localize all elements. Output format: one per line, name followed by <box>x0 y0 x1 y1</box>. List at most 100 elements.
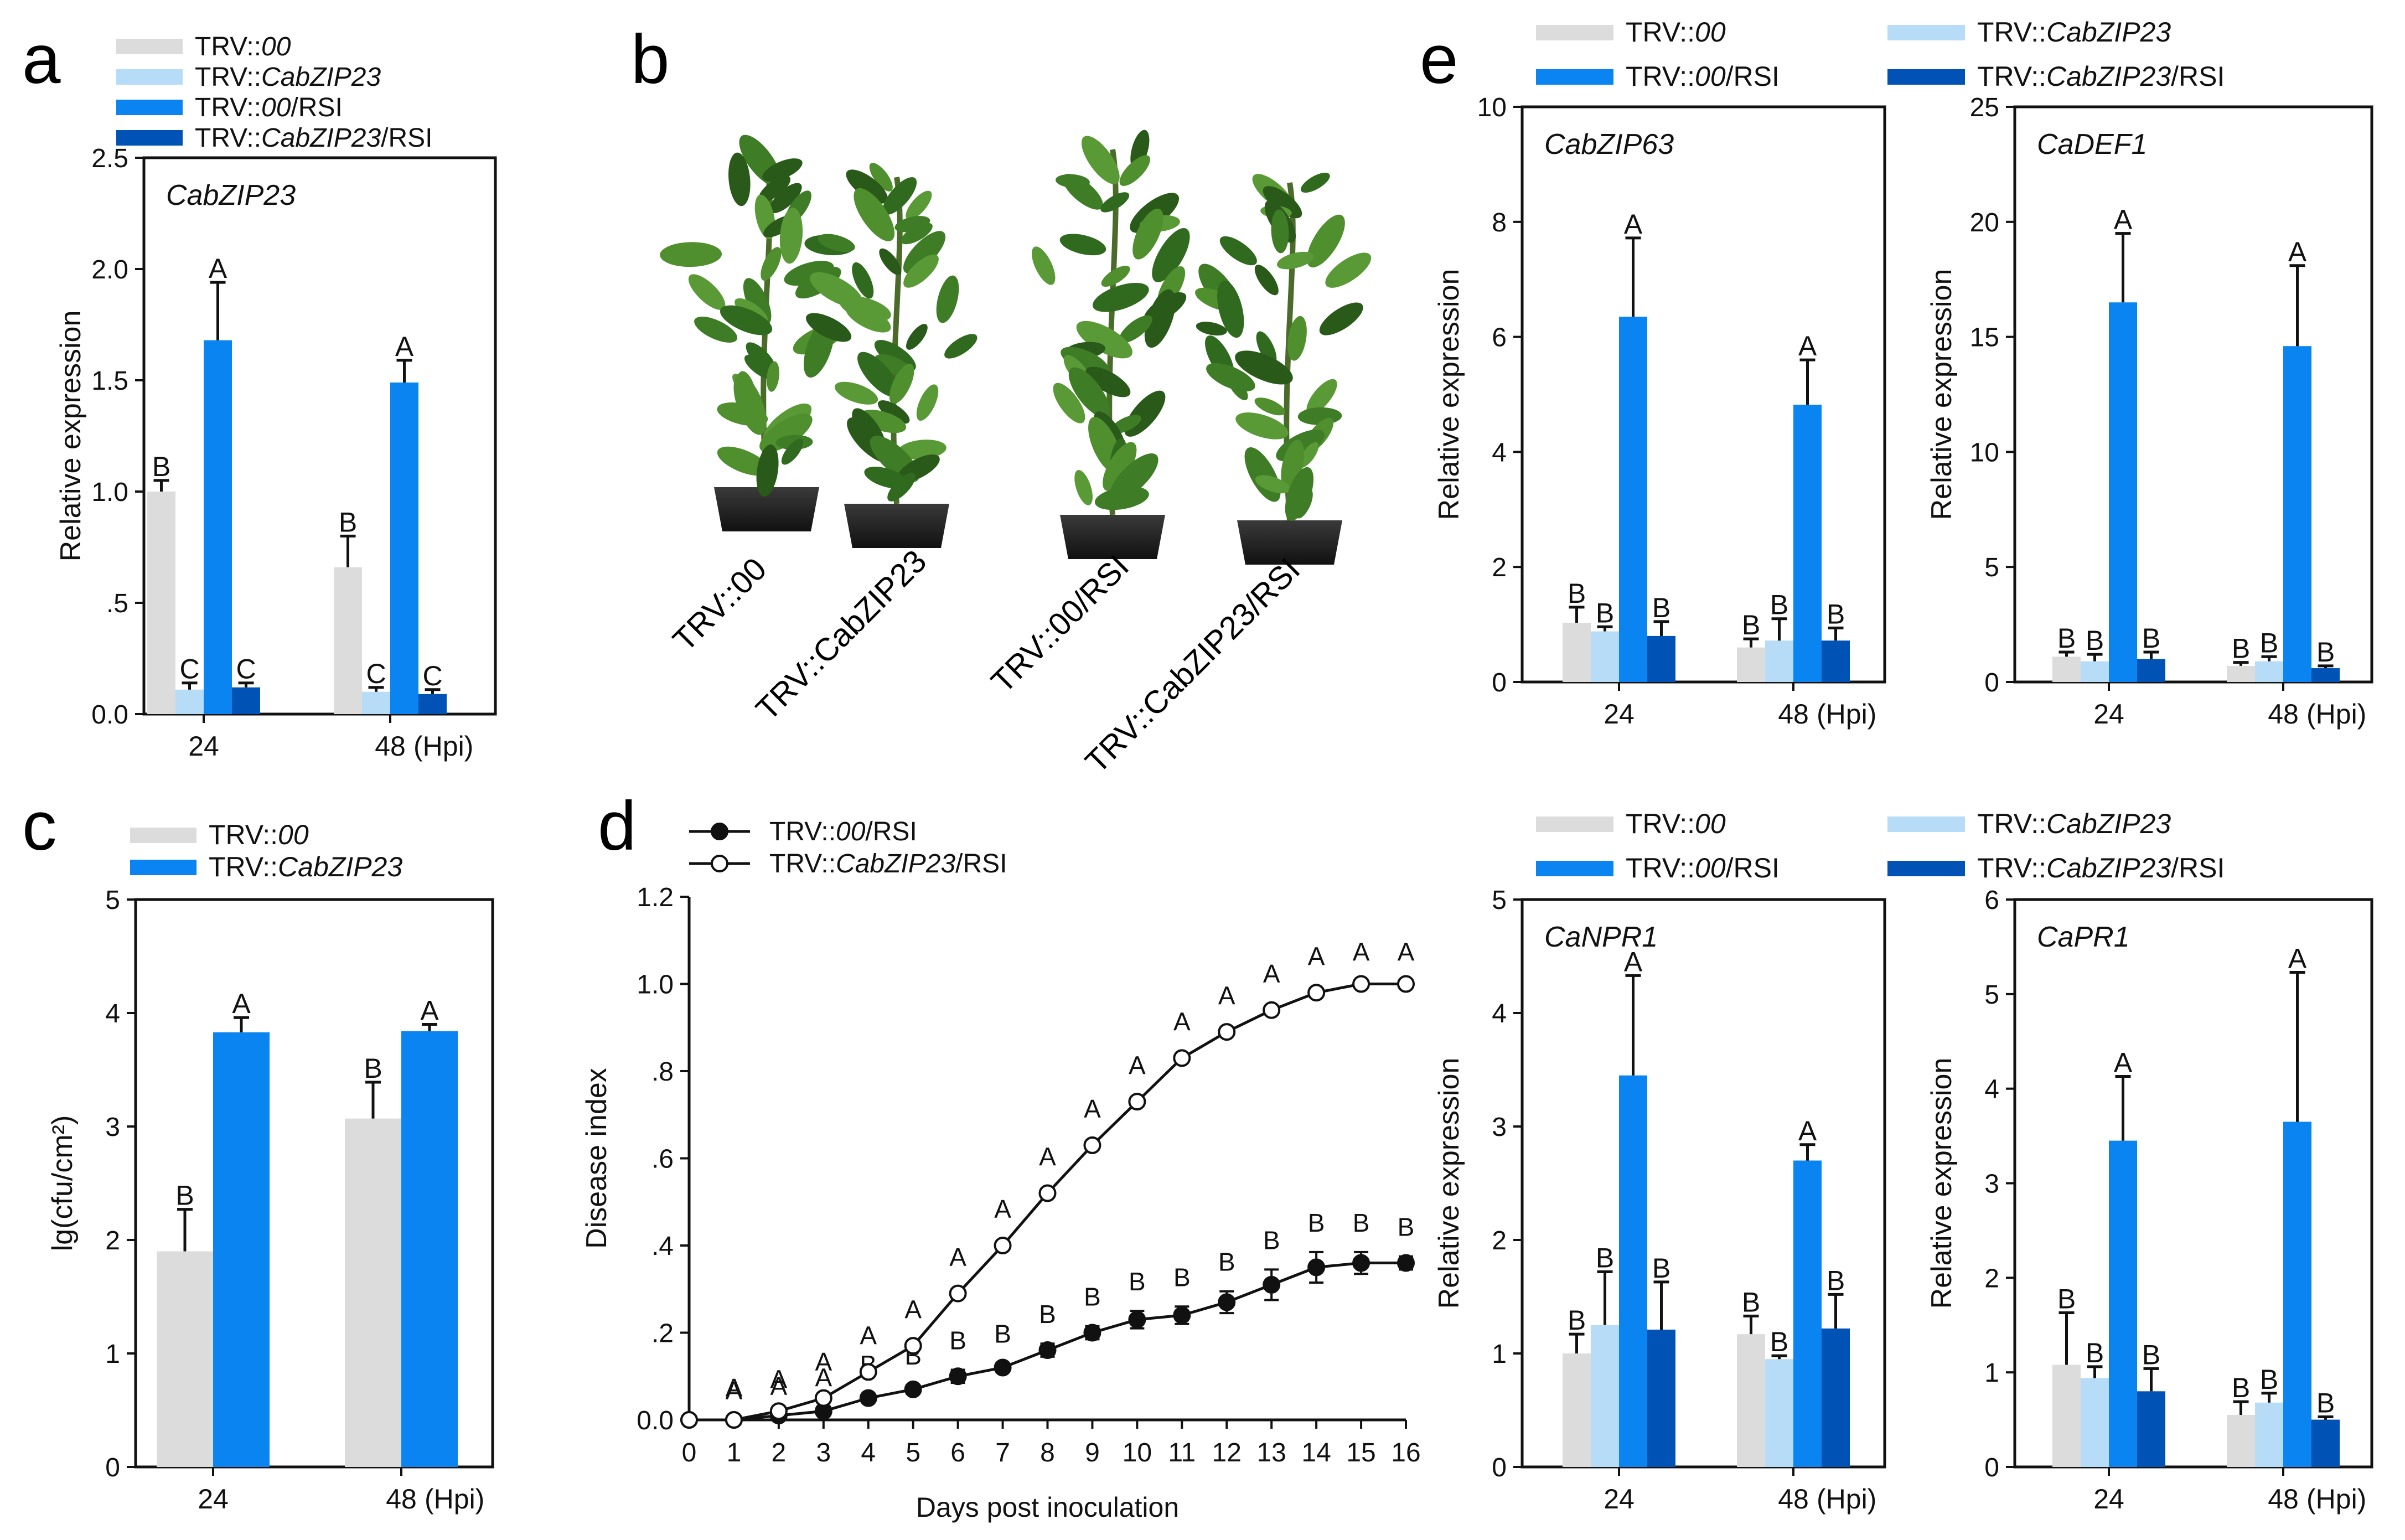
data-point <box>814 1389 832 1407</box>
legend-suffix: /RSI <box>1726 852 1780 883</box>
y-tick-label: 10 <box>1477 93 1507 122</box>
y-tick-label: 20 <box>1970 208 1999 237</box>
plant-leaf <box>688 274 726 310</box>
legend-label: TRV::CabZIP23/RSI <box>1977 61 2225 92</box>
legend-italic: CabZIP23 <box>2046 852 2171 883</box>
significance-letter: A <box>1263 959 1280 988</box>
plant-leaf <box>805 313 852 342</box>
legend-label: TRV::00 <box>209 819 309 850</box>
bar-TRVCab <box>2255 1402 2283 1467</box>
bar-TRV00RSI <box>1619 317 1647 682</box>
legend-entry: TRV::CabZIP23 <box>130 851 402 882</box>
plant-leaf <box>845 303 891 333</box>
x-tick-label: 24 <box>1604 699 1635 730</box>
bar-TRVCab <box>175 689 204 714</box>
significance-letter: A <box>1798 1115 1817 1146</box>
significance-letter: A <box>994 1195 1011 1223</box>
bar-TRVCabRSI <box>2137 1391 2165 1467</box>
significance-letter: B <box>1596 597 1614 628</box>
significance-letter: A <box>1039 1143 1056 1171</box>
legend-entry: TRV::00 <box>1536 808 1726 839</box>
significance-letter: B <box>2260 627 2278 658</box>
bar-TRV00RSI <box>2283 1122 2311 1467</box>
legend-swatch <box>130 828 196 843</box>
legend-suffix: /RSI <box>1726 61 1780 92</box>
significance-letter: A <box>726 1373 743 1402</box>
plant-leaf <box>1256 331 1277 365</box>
y-tick-label: 0.0 <box>91 700 128 730</box>
legend-italic: CabZIP23 <box>261 63 381 92</box>
bar-TRVCabRSI <box>2311 1419 2340 1467</box>
data-point <box>1218 1023 1236 1041</box>
legend-prefix: TRV:: <box>1977 61 2046 92</box>
plant-leaf <box>898 440 947 460</box>
legend-prefix: TRV:: <box>769 849 836 878</box>
data-point <box>1173 1049 1191 1067</box>
significance-letter: A <box>726 1376 743 1405</box>
plant-leaf <box>903 231 946 274</box>
y-tick-label: 1.0 <box>91 478 128 507</box>
significance-letter: C <box>236 654 256 685</box>
legend-swatch <box>116 100 183 115</box>
plant-leaf <box>859 410 907 433</box>
bar-TRVCabRSI <box>2137 659 2165 682</box>
plant-leaf <box>1287 316 1307 361</box>
bar-TRV00RSI <box>390 383 418 714</box>
x-tick-label: 24 <box>198 1484 229 1515</box>
significance-letter: A <box>770 1365 788 1393</box>
legend-marker <box>711 855 728 872</box>
x-tick-label: 10 <box>1123 1438 1152 1467</box>
significance-letter: B <box>339 507 357 538</box>
significance-letter: B <box>1129 1267 1146 1296</box>
chart-title: CabZIP23 <box>166 179 296 211</box>
plot-frame <box>134 898 494 1469</box>
y-tick-label: 0 <box>1984 668 1999 697</box>
y-tick-label: 2 <box>105 1226 120 1255</box>
legend-swatch <box>1536 816 1613 832</box>
charts-layer: 0.0 .5 1.0 1.5 2.0 2.5 Relative expression CabZ… <box>46 93 2373 1523</box>
legend-italic: 00 <box>1695 852 1726 883</box>
bar-TRV00RSI <box>2109 302 2137 682</box>
plant-leaf <box>1254 397 1285 416</box>
legend-italic: 00 <box>1695 808 1726 839</box>
significance-letter: B <box>2057 623 2076 654</box>
legend-swatch <box>1536 861 1613 876</box>
legend-swatch <box>1887 69 1965 85</box>
plant-photograph <box>660 130 1372 565</box>
legend-prefix: TRV:: <box>209 851 278 882</box>
data-point <box>994 1358 1012 1377</box>
y-tick-label: 1 <box>105 1340 120 1369</box>
plant-leaf <box>818 234 855 252</box>
plant-leaf <box>1132 208 1163 260</box>
y-axis-label: lg(cfu/cm²) <box>46 1115 79 1252</box>
legend-prefix: TRV:: <box>209 819 278 850</box>
y-tick-label: 8 <box>1492 208 1507 237</box>
plant-leaf <box>1068 367 1110 418</box>
x-tick-label: 24 <box>2093 699 2124 730</box>
legend-prefix: TRV:: <box>195 123 261 153</box>
legend-prefix: TRV:: <box>1977 852 2046 883</box>
line-chart-d: 0.0.2.4.6.81.01.20 1 2 3 4 5 6 7 8 9 10 11 12 13 14 15 1… <box>581 883 1421 1523</box>
data-point <box>859 1389 877 1407</box>
x-tick-label: 48 <box>2268 1484 2299 1515</box>
y-axis-label: Relative expression <box>55 311 87 562</box>
significance-letter: B <box>1652 592 1670 623</box>
data-point <box>1307 1258 1326 1277</box>
legend-label: TRV::CabZIP23 <box>195 63 381 92</box>
plant-leaf <box>728 152 751 206</box>
y-tick-label: 6 <box>1492 323 1507 353</box>
x-tick-label: 7 <box>995 1438 1010 1467</box>
data-point <box>1352 1254 1370 1272</box>
legend-entry: TRV::CabZIP23/RSI <box>116 123 433 153</box>
y-tick-label: 0 <box>1984 1453 1999 1482</box>
significance-letter: A <box>949 1243 966 1272</box>
plant-leaf <box>878 400 910 424</box>
bar-TRVCab <box>362 691 390 714</box>
y-tick-label: 4 <box>1492 438 1507 467</box>
legend-suffix: /RSI <box>291 93 342 122</box>
legend-entry: TRV::00 <box>1536 17 1726 48</box>
plant-leaf <box>767 361 779 392</box>
bar-TRV00 <box>345 1118 401 1467</box>
plant-leaf <box>1152 228 1190 282</box>
y-tick-label: 2.5 <box>91 144 128 173</box>
